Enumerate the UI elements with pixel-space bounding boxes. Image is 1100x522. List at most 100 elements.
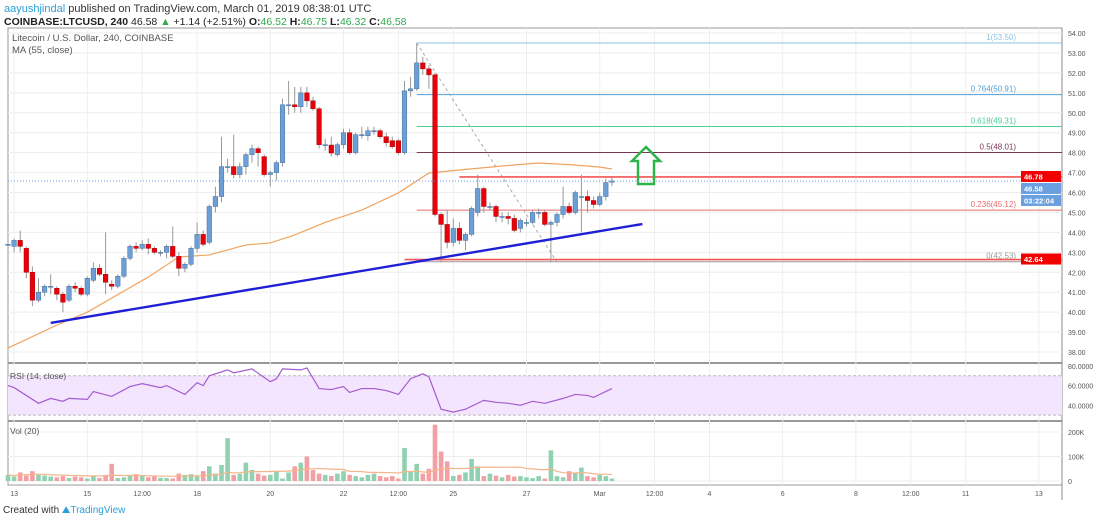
candle-body [78,287,84,295]
candle-body [261,156,267,175]
volume-bar [493,475,499,481]
volume-bar [188,474,194,481]
time-tick: 25 [449,491,457,498]
volume-bar [365,474,371,481]
volume-bar [512,476,517,481]
candle-body [237,166,243,175]
volume-bar [5,474,11,481]
volume-bar [548,450,554,481]
candle-body [66,285,72,301]
volume-bar [146,477,151,481]
price-label-box [1021,182,1061,194]
candle [121,256,127,279]
candle [60,292,66,313]
volume-bar [609,478,615,481]
candle-body [456,228,462,241]
volume-bar [286,472,291,481]
candle [182,262,188,273]
candle-body [389,140,395,147]
price-label-box [1021,194,1061,206]
candle [578,174,584,233]
price-tick: 45.00 [1068,210,1086,217]
candle [316,106,322,149]
candle-body [54,287,60,295]
volume-bar [383,477,389,481]
candle-body [151,248,157,253]
close-label: C: [369,16,381,28]
candle-body [536,212,542,214]
price-tick: 48.00 [1068,151,1086,158]
vol-legend: Vol (20) [10,426,40,436]
volume-bar [408,471,413,481]
volume-bar [573,472,578,481]
fib-level-label: 0(42.53) [986,252,1016,261]
time-tick: 18 [193,491,201,498]
candle-body [408,88,414,92]
price-tick: 38.00 [1068,350,1086,357]
volume-bar [560,477,566,481]
open-label: O: [248,16,261,28]
volume-bar [255,473,261,481]
candle-body [90,268,96,281]
volume-bar [103,474,108,481]
vol-tick: 0 [1068,479,1072,486]
candle [420,56,426,75]
candle [322,138,328,151]
candle [450,218,456,247]
candle-body [566,206,572,213]
volume-bar [542,478,548,481]
candle-body [371,130,377,132]
candle-body [35,291,42,301]
volume-bar [127,476,133,481]
volume-bar [524,477,529,481]
price-tick: 50.00 [1068,111,1086,118]
candle [237,162,243,179]
tradingview-link[interactable]: TradingView [70,505,126,516]
candle-body [292,104,298,108]
candle-body [420,62,426,70]
author-link[interactable]: aayushjindal [4,3,66,15]
volume-bar [451,476,456,481]
candle [511,214,517,233]
volume-bar [329,476,334,481]
candle [5,236,11,257]
volume-bar [359,477,365,481]
volume-bar [505,474,511,481]
volume-bar [298,462,304,481]
volume-bar [176,473,182,481]
volume-bar [585,476,590,481]
volume-bar [402,447,407,481]
candle-body [243,154,249,167]
price-tick: 46.00 [1068,191,1086,198]
fib-level-label: 0.236(45.12) [971,200,1017,209]
candle-body [212,196,218,207]
vol-tick: 100K [1068,455,1085,462]
candle [481,186,487,213]
volume-bar [85,478,90,481]
volume-bar [36,474,41,481]
candle-body [5,244,11,246]
candle [554,212,560,227]
candle-body [401,90,408,153]
candle [115,274,121,289]
candle [292,86,298,113]
volume-bar [310,469,316,481]
candle [103,232,109,295]
candle-body [133,246,139,249]
candle-body [548,222,554,225]
volume-bar [225,438,230,481]
volume-bar [518,476,523,481]
volume-bar [487,473,493,481]
candle [444,210,450,249]
volume-bar [316,473,322,481]
volume-bar [396,478,401,481]
candle-body [475,188,481,213]
candle [591,196,597,209]
candle-body [505,216,511,219]
candle [340,128,347,149]
candle-body [365,130,371,136]
volume-bar [432,424,438,481]
time-tick: 27 [523,491,531,498]
volume-bar [347,474,352,481]
